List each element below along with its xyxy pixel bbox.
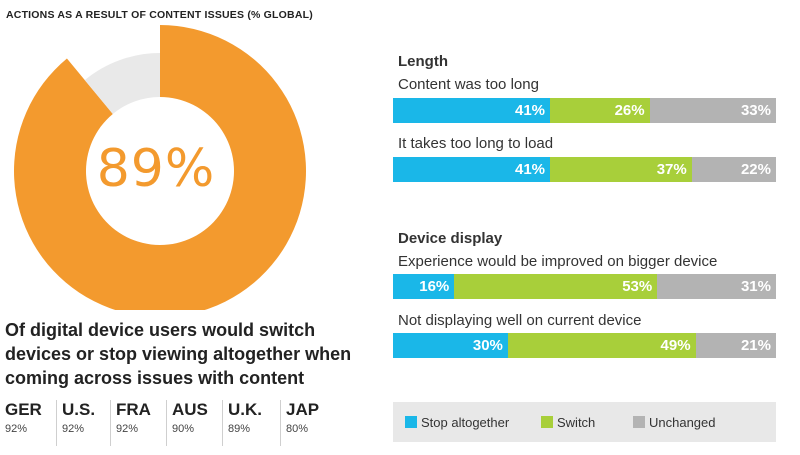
bar-group-title: Device display (398, 230, 503, 247)
bar-segment-unchanged: 22% (691, 157, 776, 182)
country-value: 92% (62, 423, 85, 435)
legend-label: Unchanged (649, 415, 716, 430)
bar-segment-stop: 16% (393, 274, 455, 299)
country-name: U.K. (228, 400, 262, 419)
country-stat: FRA 92% (110, 400, 166, 446)
bar-label: It takes too long to load (398, 135, 554, 152)
donut-value-label: 89% (96, 139, 216, 199)
country-stat: U.S. 92% (56, 400, 110, 446)
legend-swatch (405, 416, 417, 428)
stacked-bar: 30% 49% 21% (393, 333, 776, 358)
legend-swatch (541, 416, 553, 428)
bar-label: Content was too long (398, 76, 539, 93)
country-value: 92% (5, 423, 28, 435)
country-stat: JAP 80% (280, 400, 336, 446)
bar-segment-unchanged: 21% (695, 333, 776, 358)
chart-header: ACTIONS AS A RESULT OF CONTENT ISSUES (%… (6, 9, 313, 21)
stacked-bar: 41% 26% 33% (393, 98, 776, 123)
country-value: 89% (228, 423, 251, 435)
bar-label: Experience would be improved on bigger d… (398, 253, 718, 270)
bar-segment-switch: 53% (454, 274, 658, 299)
country-stat: GER 92% (0, 400, 56, 446)
bar-segment-unchanged: 31% (657, 274, 776, 299)
bar-group-title: Length (398, 53, 448, 70)
bar-segment-switch: 37% (550, 157, 692, 182)
donut-slice-main (14, 25, 306, 310)
donut-chart (14, 25, 306, 310)
country-name: FRA (116, 400, 151, 419)
country-value: 80% (286, 423, 309, 435)
stacked-bar: 16% 53% 31% (393, 274, 776, 299)
bar-segment-unchanged: 33% (649, 98, 776, 123)
stacked-bar: 41% 37% 22% (393, 157, 776, 182)
chart-legend: Stop altogether Switch Unchanged (393, 402, 776, 442)
country-name: GER (5, 400, 42, 419)
legend-label: Switch (557, 415, 596, 430)
country-name: U.S. (62, 400, 96, 419)
bar-segment-switch: 26% (550, 98, 650, 123)
donut-slice-remainder (84, 53, 160, 114)
donut-caption: Of digital device users would switch dev… (5, 320, 352, 388)
bar-segment-stop: 41% (393, 98, 551, 123)
legend-swatch (633, 416, 645, 428)
bar-segment-switch: 49% (507, 333, 696, 358)
legend-label: Stop altogether (421, 415, 510, 430)
country-name: AUS (172, 400, 208, 419)
bar-segment-stop: 30% (393, 333, 508, 358)
bar-label: Not displaying well on current device (398, 312, 642, 329)
country-value: 90% (172, 423, 195, 435)
country-name: JAP (286, 400, 320, 419)
country-stat: U.K. 89% (222, 400, 280, 446)
country-value: 92% (116, 423, 139, 435)
country-stat: AUS 90% (166, 400, 222, 446)
bar-segment-stop: 41% (393, 157, 551, 182)
